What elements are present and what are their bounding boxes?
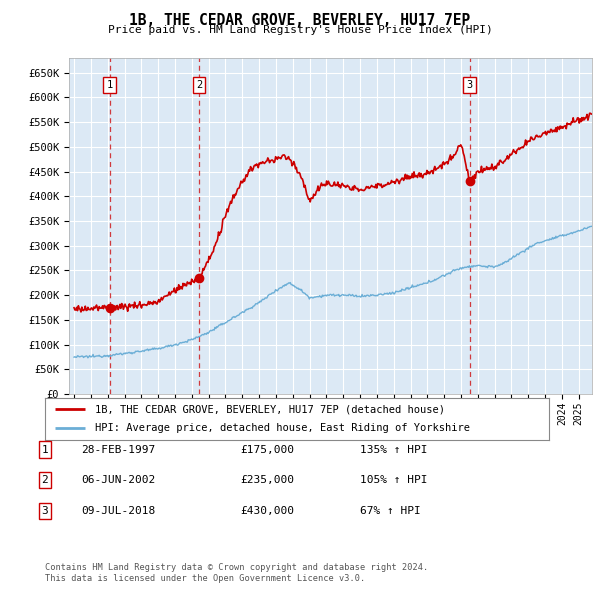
Text: 28-FEB-1997: 28-FEB-1997 [81, 445, 155, 454]
Text: Price paid vs. HM Land Registry's House Price Index (HPI): Price paid vs. HM Land Registry's House … [107, 25, 493, 35]
Text: £430,000: £430,000 [240, 506, 294, 516]
Text: 67% ↑ HPI: 67% ↑ HPI [360, 506, 421, 516]
Text: 135% ↑ HPI: 135% ↑ HPI [360, 445, 427, 454]
Text: £175,000: £175,000 [240, 445, 294, 454]
Text: 105% ↑ HPI: 105% ↑ HPI [360, 476, 427, 485]
Text: £235,000: £235,000 [240, 476, 294, 485]
Text: 1B, THE CEDAR GROVE, BEVERLEY, HU17 7EP: 1B, THE CEDAR GROVE, BEVERLEY, HU17 7EP [130, 13, 470, 28]
Text: 3: 3 [41, 506, 49, 516]
Text: This data is licensed under the Open Government Licence v3.0.: This data is licensed under the Open Gov… [45, 574, 365, 583]
Text: 06-JUN-2002: 06-JUN-2002 [81, 476, 155, 485]
Text: 1: 1 [107, 80, 113, 90]
Text: 2: 2 [41, 476, 49, 485]
Text: Contains HM Land Registry data © Crown copyright and database right 2024.: Contains HM Land Registry data © Crown c… [45, 563, 428, 572]
Text: 3: 3 [467, 80, 473, 90]
Text: 1B, THE CEDAR GROVE, BEVERLEY, HU17 7EP (detached house): 1B, THE CEDAR GROVE, BEVERLEY, HU17 7EP … [95, 404, 445, 414]
Text: HPI: Average price, detached house, East Riding of Yorkshire: HPI: Average price, detached house, East… [95, 424, 470, 434]
Text: 09-JUL-2018: 09-JUL-2018 [81, 506, 155, 516]
Text: 1: 1 [41, 445, 49, 454]
Text: 2: 2 [196, 80, 202, 90]
